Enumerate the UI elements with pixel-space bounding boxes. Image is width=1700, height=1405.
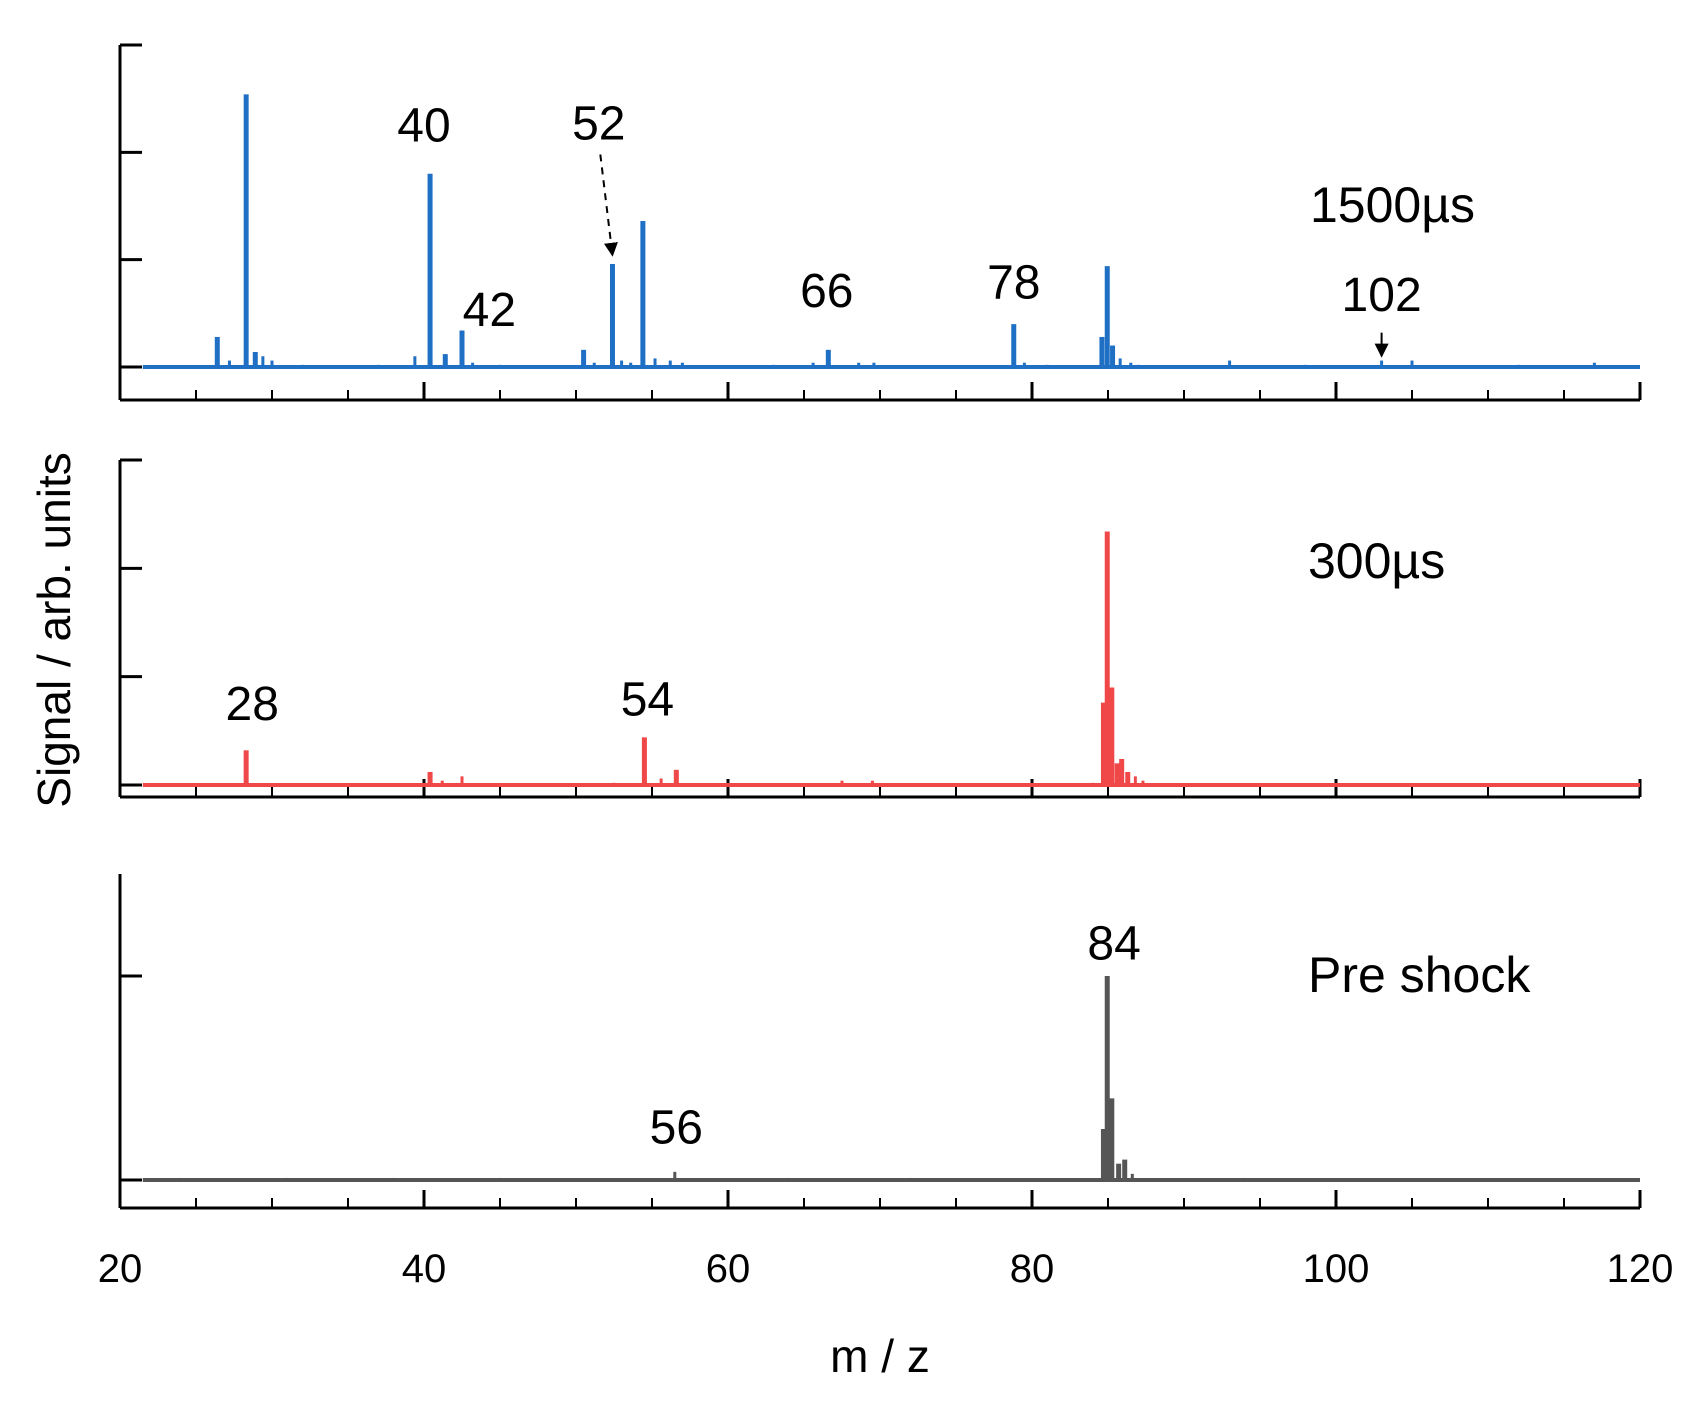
x-tick-label: 20: [98, 1247, 143, 1291]
y-axis-label: Signal / arb. units: [28, 452, 80, 807]
x-axis-tick-labels: 20 40 60 80 100 120: [98, 1247, 1674, 1291]
peak-annotation: 40: [397, 100, 450, 153]
panel-300us: 28 54 300µs: [118, 458, 1642, 799]
x-tick-label: 120: [1607, 1247, 1674, 1291]
peak-annotation: 102: [1342, 269, 1422, 322]
peak-annotation: 52: [572, 97, 625, 150]
panel-label: Pre shock: [1308, 947, 1531, 1003]
panel-pre-shock: 56 84 Pre shock: [118, 874, 1642, 1210]
x-tick-label: 40: [402, 1247, 447, 1291]
peak-annotation: 56: [650, 1101, 703, 1154]
peak-annotation: 42: [463, 284, 516, 337]
x-tick-label: 60: [706, 1247, 751, 1291]
peak-annotation: 78: [987, 256, 1040, 309]
x-tick-label: 80: [1010, 1247, 1055, 1291]
panel-label: 300µs: [1308, 533, 1445, 589]
peak-annotation: 84: [1087, 918, 1140, 971]
peak-annotation: 28: [226, 678, 279, 731]
peak-annotation: 66: [800, 265, 853, 318]
x-axis-label: m / z: [830, 1330, 930, 1382]
panel-1500us: 40 42 52 66 78 102 1500µs: [118, 43, 1642, 402]
peak-annotation: 54: [621, 674, 674, 727]
x-tick-label: 100: [1303, 1247, 1370, 1291]
annotation-arrow: [599, 154, 618, 257]
panel-label: 1500µs: [1310, 177, 1475, 233]
